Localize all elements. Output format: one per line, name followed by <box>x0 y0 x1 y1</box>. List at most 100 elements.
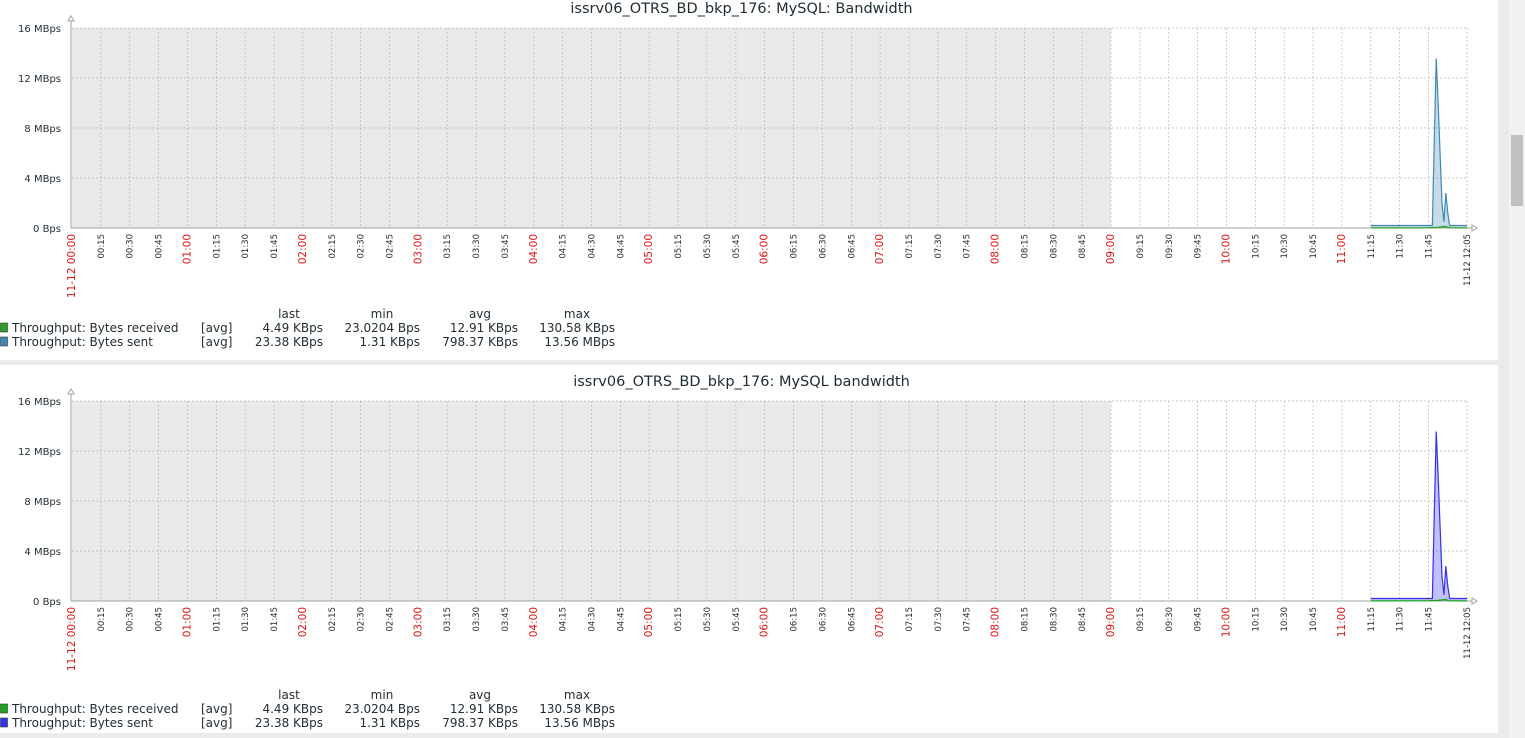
legend-column-header: avg <box>469 688 491 702</box>
vertical-scrollbar[interactable] <box>1509 0 1525 738</box>
x-tick-label: 11-12 12:05 <box>1463 234 1473 286</box>
x-tick-label: 10:45 <box>1309 607 1319 632</box>
x-tick-label: 11:30 <box>1396 607 1406 632</box>
x-tick-label: 02:15 <box>328 234 338 259</box>
x-tick-label: 06:45 <box>847 607 857 632</box>
x-tick-label: 05:15 <box>674 607 684 632</box>
x-tick-label: 06:30 <box>818 607 828 632</box>
x-tick-label: 02:00 <box>297 234 309 264</box>
x-tick-label: 03:45 <box>501 607 511 632</box>
x-tick-label: 11:15 <box>1367 607 1377 632</box>
x-tick-label: 09:15 <box>1136 234 1146 259</box>
y-tick-label: 12 MBps <box>18 447 61 458</box>
x-tick-label: 00:45 <box>155 234 165 259</box>
x-tick-label: 11:15 <box>1367 234 1377 259</box>
legend-value: 798.37 KBps <box>442 716 518 730</box>
x-tick-label: 05:45 <box>732 607 742 632</box>
x-tick-label: 09:45 <box>1194 234 1204 259</box>
x-axis-arrow-icon <box>1471 224 1478 232</box>
x-tick-label: 08:45 <box>1078 234 1088 259</box>
graph-title: issrv06_OTRS_BD_bkp_176: MySQL: Bandwidt… <box>570 1 913 17</box>
x-tick-label: 06:00 <box>759 234 771 264</box>
x-tick-label: 09:15 <box>1136 607 1146 632</box>
legend-value: 12.91 KBps <box>450 702 518 716</box>
legend-column-header: last <box>278 688 300 702</box>
legend-value: 13.56 MBps <box>544 716 615 730</box>
x-tick-label: 00:15 <box>97 607 107 632</box>
x-tick-label: 01:45 <box>270 607 280 632</box>
x-tick-label: 00:15 <box>97 234 107 259</box>
y-axis-arrow-icon <box>67 388 75 395</box>
legend-column-header: min <box>371 688 394 702</box>
x-tick-label: 04:00 <box>528 234 540 264</box>
x-tick-label: 09:00 <box>1105 234 1117 264</box>
legend-value: 4.49 KBps <box>262 702 323 716</box>
x-tick-label: 01:45 <box>270 234 280 259</box>
x-tick-label: 07:00 <box>874 607 886 637</box>
x-tick-label: 11-12 12:05 <box>1463 607 1473 659</box>
x-tick-label: 08:00 <box>990 234 1002 264</box>
x-tick-label: 07:00 <box>874 234 886 264</box>
legend-value: 1.31 KBps <box>359 335 420 349</box>
y-tick-label: 8 MBps <box>24 124 61 135</box>
x-tick-label: 11:30 <box>1396 234 1406 259</box>
x-tick-label: 08:15 <box>1020 234 1030 259</box>
mysql-bandwidth-chart: 11-12 00:00 00:15 00:30 00:45 01:00 01:15 01:3… <box>0 388 1478 730</box>
graph-title: issrv06_OTRS_BD_bkp_176: MySQL bandwidth <box>573 374 910 390</box>
x-tick-label: 00:30 <box>126 607 136 632</box>
x-tick-label: 06:45 <box>847 234 857 259</box>
x-tick-label: 11-12 00:00 <box>66 234 78 298</box>
x-tick-label: 06:00 <box>759 607 771 637</box>
x-tick-label: 08:45 <box>1078 607 1088 632</box>
y-tick-label: 16 MBps <box>18 397 61 408</box>
legend-item-func: [avg] <box>201 702 232 716</box>
x-tick-label: 09:30 <box>1165 234 1175 259</box>
legend-value: 23.0204 Bps <box>344 321 420 335</box>
y-tick-label: 4 MBps <box>24 174 61 185</box>
y-tick-label: 4 MBps <box>24 547 61 558</box>
x-tick-label: 10:45 <box>1309 234 1319 259</box>
legend-value: 23.0204 Bps <box>344 702 420 716</box>
legend-column-header: min <box>371 307 394 321</box>
legend-value: 12.91 KBps <box>450 321 518 335</box>
legend-column-header: max <box>564 307 590 321</box>
x-tick-label: 08:15 <box>1020 607 1030 632</box>
scrollbar-thumb[interactable] <box>1511 135 1523 206</box>
x-tick-label: 06:15 <box>790 607 800 632</box>
x-tick-label: 10:15 <box>1251 607 1261 632</box>
x-tick-label: 05:45 <box>732 234 742 259</box>
legend-value: 4.49 KBps <box>262 321 323 335</box>
x-tick-label: 04:15 <box>559 607 569 632</box>
x-tick-label: 03:15 <box>443 607 453 632</box>
x-tick-label: 04:30 <box>588 234 598 259</box>
x-tick-label: 05:15 <box>674 234 684 259</box>
x-tick-label: 03:15 <box>443 234 453 259</box>
x-tick-label: 00:45 <box>155 607 165 632</box>
x-tick-label: 01:15 <box>212 607 222 632</box>
legend-value: 130.58 KBps <box>539 702 615 716</box>
legend-value: 23.38 KBps <box>255 335 323 349</box>
y-tick-label: 12 MBps <box>18 74 61 85</box>
x-tick-label: 07:30 <box>934 607 944 632</box>
x-tick-label: 03:00 <box>412 607 424 637</box>
x-tick-label: 02:30 <box>357 607 367 632</box>
x-tick-label: 04:00 <box>528 607 540 637</box>
x-tick-label: 09:45 <box>1194 607 1204 632</box>
x-tick-label: 08:30 <box>1049 234 1059 259</box>
x-tick-label: 06:30 <box>818 234 828 259</box>
y-axis-arrow-icon <box>67 15 75 22</box>
x-tick-label: 02:30 <box>357 234 367 259</box>
y-tick-label: 0 Bps <box>33 597 61 608</box>
x-tick-label: 03:30 <box>472 234 482 259</box>
x-tick-label: 01:00 <box>181 234 193 264</box>
x-tick-label: 10:15 <box>1251 234 1261 259</box>
x-tick-label: 03:00 <box>412 234 424 264</box>
x-tick-label: 09:30 <box>1165 607 1175 632</box>
x-tick-label: 10:30 <box>1280 607 1290 632</box>
y-tick-label: 0 Bps <box>33 224 61 235</box>
x-tick-label: 07:45 <box>963 234 973 259</box>
x-tick-label: 01:30 <box>241 607 251 632</box>
x-tick-label: 07:45 <box>963 607 973 632</box>
series-line <box>1370 431 1467 600</box>
legend-column-header: max <box>564 688 590 702</box>
